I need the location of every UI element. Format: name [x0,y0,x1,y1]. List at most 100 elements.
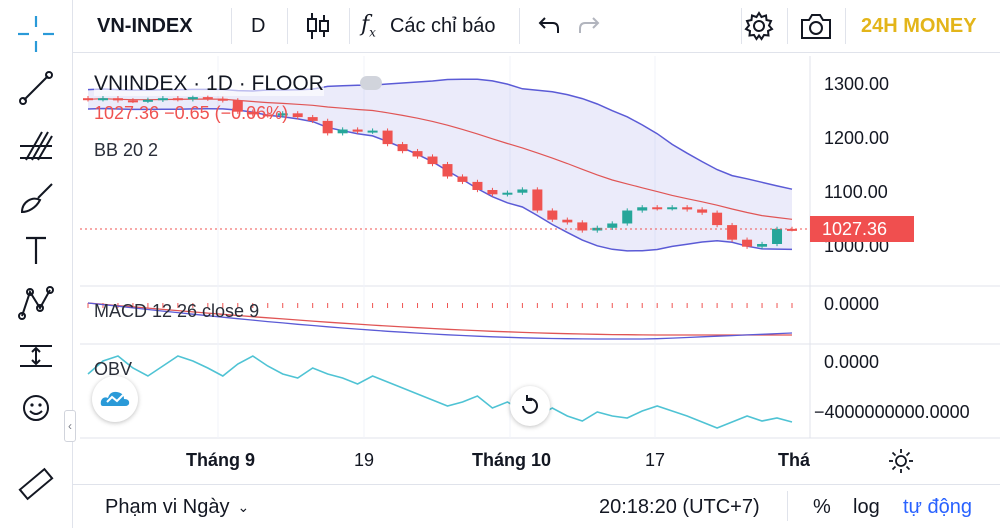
macd-line [87,302,793,340]
fibonacci-icon[interactable] [12,120,60,168]
candle [397,144,408,152]
candle [112,98,123,101]
candle [172,98,183,101]
time-axis-label: Tháng 9 [186,450,256,470]
candle [652,207,663,210]
gear-icon [744,11,774,41]
candle [742,239,753,247]
price-label: 1100.00 [824,182,888,202]
indicators-button[interactable]: fx Các chỉ báo [361,0,496,52]
candles-icon [307,13,329,39]
legend-collapse-button[interactable] [360,76,382,90]
last-price-tag: 1027.36 [810,216,914,242]
interval-button[interactable]: D [251,14,266,37]
percent-scale-button[interactable]: % [813,495,831,518]
candle [682,207,693,210]
brand-logo[interactable]: 24H MONEY [861,14,977,37]
collapse-toolbar-handle[interactable]: ‹ [64,410,76,442]
candle [382,130,393,145]
screenshot-button[interactable] [799,0,833,52]
time-axis-label: 17 [645,450,666,470]
chevron-down-icon: ⌄ [237,498,250,515]
candle [427,156,438,165]
candle [277,113,288,116]
macd-axis-label: 0.0000 [824,294,880,314]
clock-time[interactable]: 20:18:20 (UTC+7) [599,495,760,518]
candle [727,225,738,240]
candle [337,129,348,134]
undo-button[interactable] [535,0,561,52]
symbol-legend: VNINDEX · 1D · FLOOR [94,72,324,96]
obv-axis-label: 0.0000 [824,352,880,372]
time-axis-settings-button[interactable] [888,448,914,479]
ohlc-legend: 1027.36 −0.65 (−0.06%) [94,103,289,123]
pattern-icon[interactable] [12,278,60,326]
candle [697,209,708,213]
camera-icon [801,14,831,39]
candle [547,210,558,220]
candle [622,210,633,224]
crosshair-icon[interactable] [12,10,60,58]
candle [502,192,513,195]
candle [772,228,783,244]
price-label: 1300.00 [824,74,890,94]
candle [127,100,138,103]
chart-type-button[interactable] [305,0,331,52]
text-tool-icon[interactable] [12,226,60,274]
measure-tool-icon[interactable] [12,332,60,380]
tradingview-logo-button[interactable] [92,376,138,422]
candle [532,189,543,211]
candle [262,114,273,117]
macd-legend: MACD 12 26 close 9 [94,301,260,321]
ruler-icon[interactable] [12,460,60,508]
candle [232,100,243,112]
candle [247,111,258,115]
brush-icon[interactable] [12,174,60,222]
redo-button[interactable] [577,0,603,52]
candle [217,98,228,101]
candle [352,129,363,132]
chart-canvas[interactable] [80,56,1000,474]
candle [187,97,198,100]
auto-scale-button[interactable]: tự động [903,495,972,518]
candle [202,97,213,100]
trendline-icon[interactable] [12,64,60,112]
candle [757,244,768,247]
cloud-logo-icon [100,391,130,406]
drawing-toolbar: ‹ [0,0,76,528]
log-scale-button[interactable]: log [853,495,880,518]
reset-icon [522,395,538,414]
bottom-bar: Phạm vi Ngày ⌄ 20:18:20 (UTC+7) % log tự… [73,484,1000,529]
time-axis-label: 19 [354,450,375,470]
candle [442,164,453,177]
candle [157,98,168,101]
indicators-label: Các chỉ báo [389,14,496,37]
reset-chart-button[interactable] [510,386,550,426]
sun-icon [889,449,913,473]
candle [667,207,678,210]
symbol-search-button[interactable]: VN-INDEX [97,14,193,37]
chart-area[interactable]: VNINDEX · 1D · FLOOR 1027.36 −0.65 (−0.0… [80,56,1000,474]
undo-icon [538,17,559,33]
obv-axis-label: −4000000000.0000 [814,402,970,422]
candle [712,212,723,226]
candle [637,207,648,211]
candle [517,189,528,193]
emoji-icon[interactable] [12,384,60,432]
candle [577,222,588,231]
candle [487,190,498,195]
function-icon: fx [361,12,376,40]
obv-line [87,355,793,429]
candle [787,228,797,231]
time-axis-label: Tháng 10 [472,450,552,470]
date-range-button[interactable]: Phạm vi Ngày ⌄ [105,485,249,529]
settings-button[interactable] [743,0,775,52]
candle [83,98,93,101]
candle [142,99,153,102]
price-label: 1200.00 [824,128,890,148]
bb-legend: BB 20 2 [94,140,159,160]
candle [322,120,333,134]
obv-legend: OBV [94,359,133,379]
redo-icon [579,17,600,33]
candle [307,117,318,121]
